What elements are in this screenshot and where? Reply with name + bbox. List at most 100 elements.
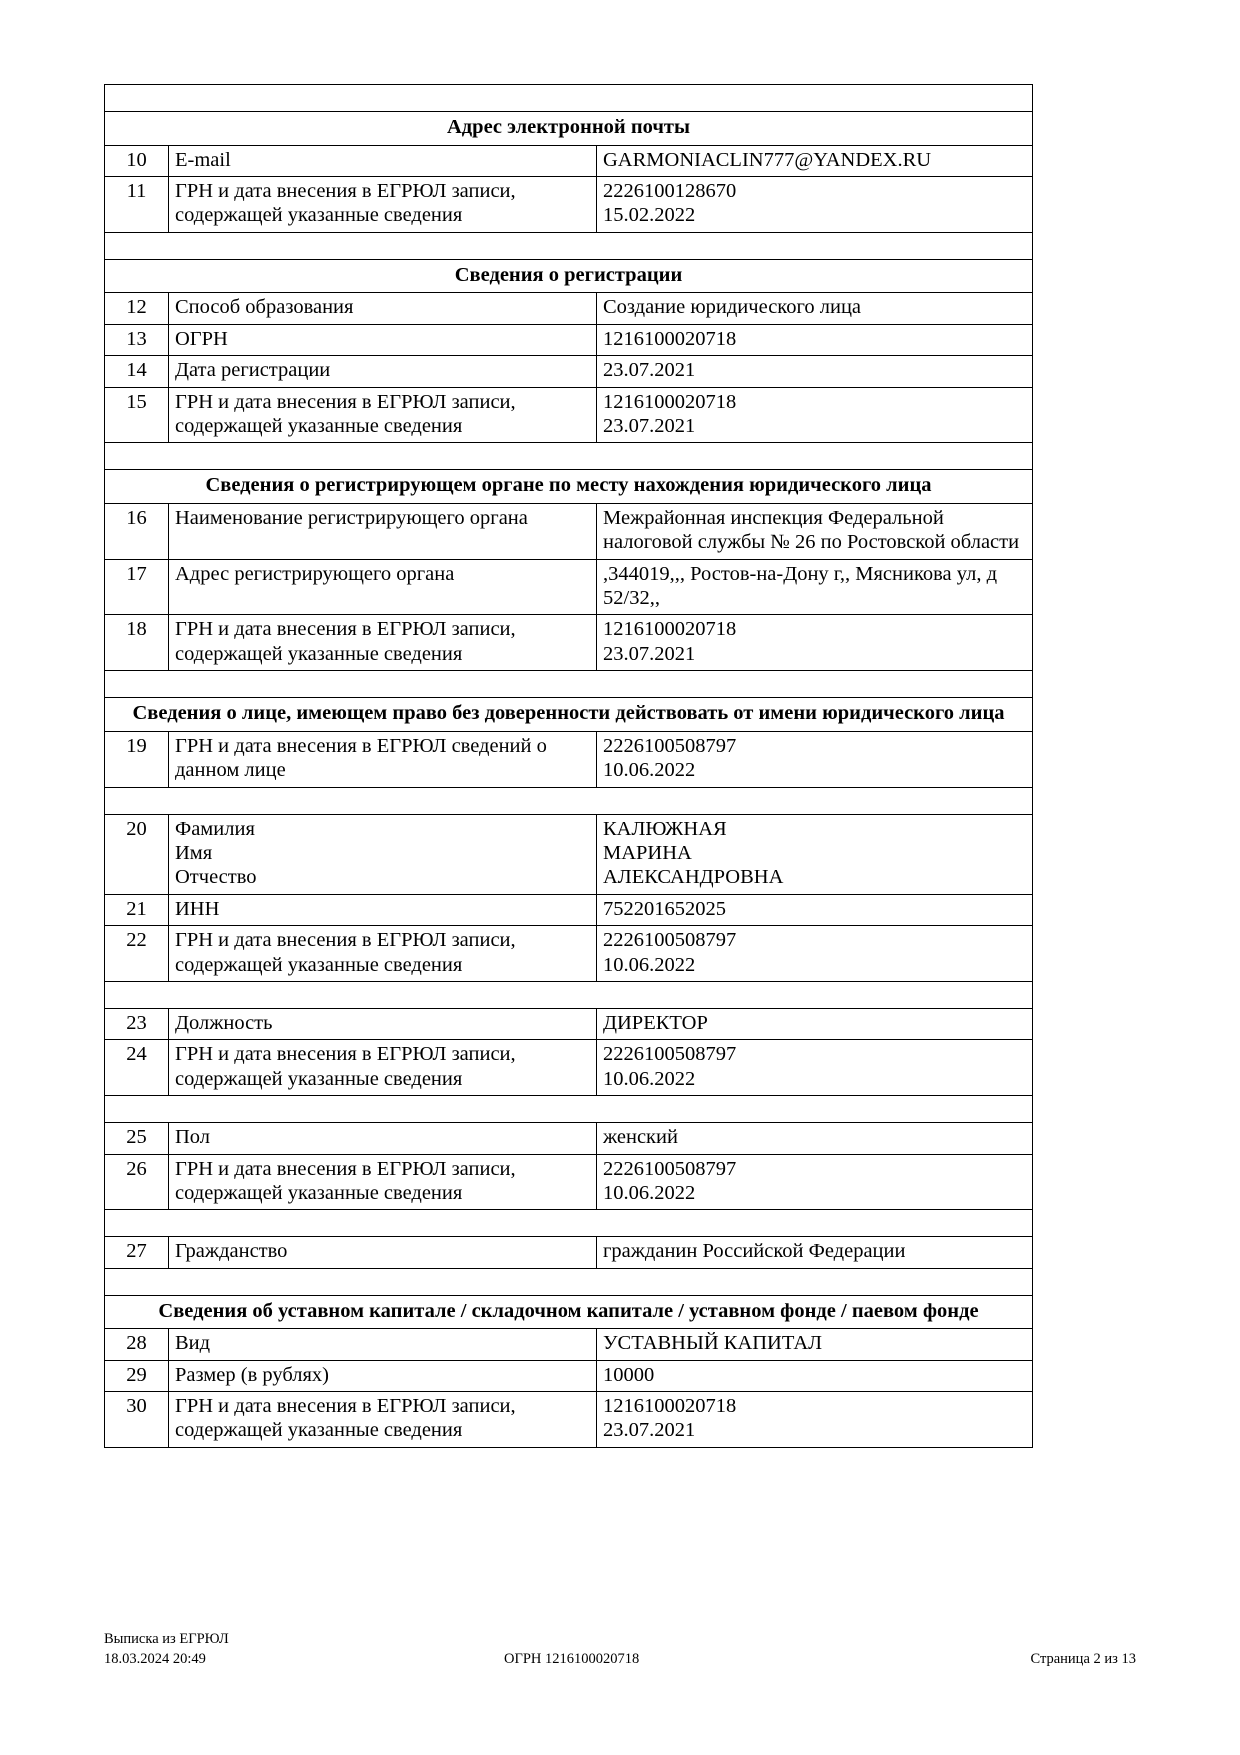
spacer-cell xyxy=(103,84,1034,112)
footer-document-type: Выписка из ЕГРЮЛ xyxy=(104,1631,229,1647)
row-label: ГРН и дата внесения в ЕГРЮЛ записи, соде… xyxy=(168,386,597,444)
page-footer: Выписка из ЕГРЮЛ 18.03.2024 20:49 ОГРН 1… xyxy=(104,1630,1136,1670)
footer-ogrn: ОГРН 1216100020718 xyxy=(504,1651,640,1667)
section-title-authorized-person: Сведения о лице, имеющем право без довер… xyxy=(103,697,1034,732)
row-value: 2226100508797 10.06.2022 xyxy=(595,730,1034,788)
section-header-row-registration: Сведения о регистрации xyxy=(103,258,1034,294)
row-number: 28 xyxy=(104,1328,169,1361)
row-label: ГРН и дата внесения в ЕГРЮЛ записи, соде… xyxy=(168,1153,597,1211)
row-label: Должность xyxy=(168,1007,597,1041)
row-number: 25 xyxy=(104,1122,169,1155)
row-number: 10 xyxy=(104,144,169,177)
row-value: 10000 xyxy=(595,1359,1034,1393)
spacer-row xyxy=(103,670,1034,699)
spacer-row xyxy=(103,84,1034,112)
row-value: 1216100020718 xyxy=(595,323,1034,357)
row-label: Размер (в рублях) xyxy=(168,1359,597,1393)
section-title-charter-capital: Сведения об уставном капитале / складочн… xyxy=(103,1294,1034,1330)
row-label: Наименование регистрирующего органа xyxy=(168,502,597,560)
spacer-cell xyxy=(103,670,1034,699)
row-value: ,344019,,, Ростов-на-Дону г,, Мясникова … xyxy=(595,558,1034,616)
footer-line-1: Выписка из ЕГРЮЛ xyxy=(104,1630,1136,1650)
row-label: ГРН и дата внесения в ЕГРЮЛ записи, соде… xyxy=(168,175,597,233)
spacer-row xyxy=(103,1209,1034,1238)
spacer-row xyxy=(103,980,1034,1009)
row-label: ГРН и дата внесения в ЕГРЮЛ сведений о д… xyxy=(168,730,597,788)
footer-line-2: 18.03.2024 20:49 ОГРН 1216100020718 Стра… xyxy=(104,1650,1136,1670)
row-label: Пол xyxy=(168,1122,597,1155)
row-number: 16 xyxy=(104,502,169,560)
row-number: 30 xyxy=(104,1391,169,1448)
row-value: 2226100508797 10.06.2022 xyxy=(595,1153,1034,1211)
spacer-row xyxy=(103,1267,1034,1296)
table-row: 17 Адрес регистрирующего органа ,344019,… xyxy=(104,558,1034,616)
row-value: КАЛЮЖНАЯ МАРИНА АЛЕКСАНДРОВНА xyxy=(595,813,1034,895)
row-number: 22 xyxy=(104,925,169,982)
row-value: 1216100020718 23.07.2021 xyxy=(595,386,1034,444)
row-label: ГРН и дата внесения в ЕГРЮЛ записи, соде… xyxy=(168,925,597,982)
row-value: 1216100020718 23.07.2021 xyxy=(595,614,1034,672)
row-number: 20 xyxy=(104,813,169,895)
section-header-row-email: Адрес электронной почты xyxy=(103,111,1034,146)
row-value: 1216100020718 23.07.2021 xyxy=(595,1391,1034,1448)
table-row: 23 Должность ДИРЕКТОР xyxy=(104,1007,1034,1041)
row-label: ОГРН xyxy=(168,323,597,357)
section-header-row-registering-authority: Сведения о регистрирующем органе по мест… xyxy=(103,469,1034,504)
row-value: 752201652025 xyxy=(595,893,1034,927)
section-title-registering-authority: Сведения о регистрирующем органе по мест… xyxy=(103,469,1034,504)
row-number: 27 xyxy=(104,1236,169,1269)
table-row: 12 Способ образования Создание юридическ… xyxy=(104,292,1034,325)
row-value: гражданин Российской Федерации xyxy=(595,1236,1034,1269)
spacer-cell xyxy=(103,980,1034,1009)
row-label: ГРН и дата внесения в ЕГРЮЛ записи, соде… xyxy=(168,1039,597,1097)
row-number: 14 xyxy=(104,355,169,388)
row-label: E-mail xyxy=(168,144,597,177)
spacer-cell xyxy=(103,1209,1034,1238)
row-number: 13 xyxy=(104,323,169,357)
spacer-cell xyxy=(103,231,1034,260)
table-row: 27 Гражданство гражданин Российской Феде… xyxy=(104,1236,1034,1269)
row-label: Способ образования xyxy=(168,292,597,325)
table-row: 29 Размер (в рублях) 10000 xyxy=(104,1359,1034,1393)
table-row: 25 Пол женский xyxy=(104,1122,1034,1155)
row-value: женский xyxy=(595,1122,1034,1155)
table-row: 16 Наименование регистрирующего органа М… xyxy=(104,502,1034,560)
section-title-email: Адрес электронной почты xyxy=(103,111,1034,146)
table-row: 22 ГРН и дата внесения в ЕГРЮЛ записи, с… xyxy=(104,925,1034,982)
row-number: 23 xyxy=(104,1007,169,1041)
table-row: 19 ГРН и дата внесения в ЕГРЮЛ сведений … xyxy=(104,730,1034,788)
row-number: 26 xyxy=(104,1153,169,1211)
table-row: 21 ИНН 752201652025 xyxy=(104,893,1034,927)
spacer-cell xyxy=(103,786,1034,815)
table-row: 20 Фамилия Имя Отчество КАЛЮЖНАЯ МАРИНА … xyxy=(104,813,1034,895)
spacer-row xyxy=(103,786,1034,815)
row-label: ИНН xyxy=(168,893,597,927)
row-number: 18 xyxy=(104,614,169,672)
spacer-row xyxy=(103,442,1034,471)
row-label: Дата регистрации xyxy=(168,355,597,388)
table-row: 10 E-mail GARMONIACLIN777@YANDEX.RU xyxy=(104,144,1034,177)
egrul-extract-table: Адрес электронной почты 10 E-mail GARMON… xyxy=(103,84,1034,1448)
row-value: Межрайонная инспекция Федеральной налого… xyxy=(595,502,1034,560)
row-number: 11 xyxy=(104,175,169,233)
table-row: 13 ОГРН 1216100020718 xyxy=(104,323,1034,357)
row-number: 24 xyxy=(104,1039,169,1097)
row-label: ГРН и дата внесения в ЕГРЮЛ записи, соде… xyxy=(168,614,597,672)
row-label: Адрес регистрирующего органа xyxy=(168,558,597,616)
section-header-row-charter-capital: Сведения об уставном капитале / складочн… xyxy=(103,1294,1034,1330)
row-value: GARMONIACLIN777@YANDEX.RU xyxy=(595,144,1034,177)
row-number: 12 xyxy=(104,292,169,325)
table-row: 14 Дата регистрации 23.07.2021 xyxy=(104,355,1034,388)
row-label: Вид xyxy=(168,1328,597,1361)
footer-page-number: Страница 2 из 13 xyxy=(1030,1651,1136,1667)
row-label: Гражданство xyxy=(168,1236,597,1269)
row-value: 2226100508797 10.06.2022 xyxy=(595,925,1034,982)
row-value: 2226100508797 10.06.2022 xyxy=(595,1039,1034,1097)
row-value: УСТАВНЫЙ КАПИТАЛ xyxy=(595,1328,1034,1361)
spacer-cell xyxy=(103,1095,1034,1124)
section-header-row-authorized-person: Сведения о лице, имеющем право без довер… xyxy=(103,697,1034,732)
row-number: 29 xyxy=(104,1359,169,1393)
spacer-cell xyxy=(103,1267,1034,1296)
row-value: 2226100128670 15.02.2022 xyxy=(595,175,1034,233)
